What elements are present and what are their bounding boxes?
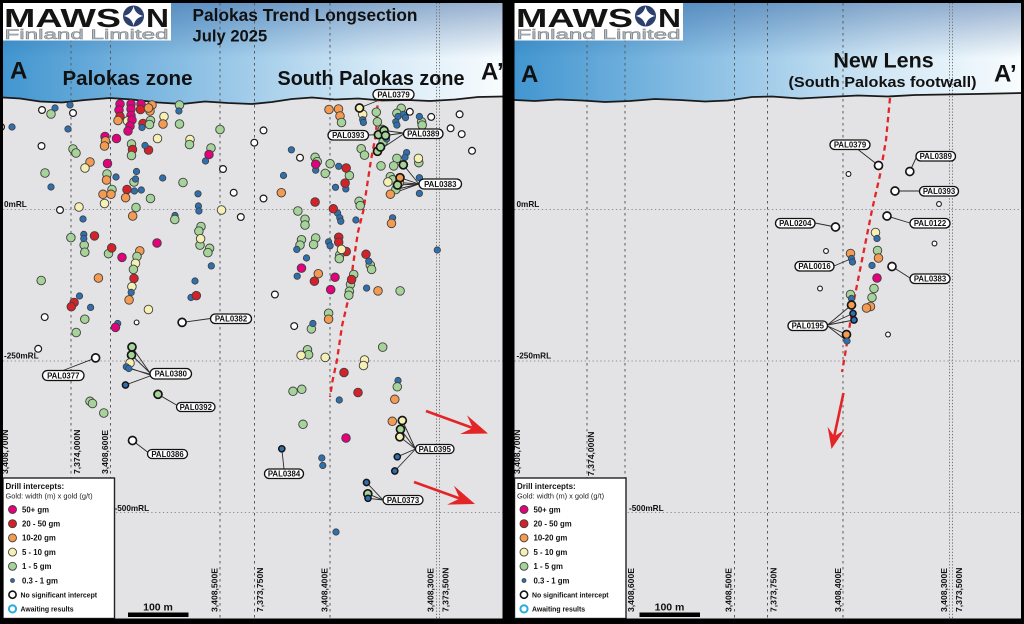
svg-text:3,408,300E: 3,408,300E xyxy=(426,568,436,612)
svg-text:0mRL: 0mRL xyxy=(517,200,540,209)
svg-text:5 - 10 gm: 5 - 10 gm xyxy=(534,548,568,557)
svg-text:50+ gm: 50+ gm xyxy=(534,505,561,514)
svg-text:PAL0016: PAL0016 xyxy=(798,262,831,271)
svg-text:MAWS: MAWS xyxy=(516,3,633,33)
svg-text:A: A xyxy=(521,61,538,88)
svg-text:No significant intercept: No significant intercept xyxy=(532,592,609,599)
svg-text:N: N xyxy=(658,3,681,33)
svg-text:7,374,000N: 7,374,000N xyxy=(72,430,82,474)
svg-text:100 m: 100 m xyxy=(655,602,685,614)
svg-text:1 - 5 gm: 1 - 5 gm xyxy=(534,562,564,571)
svg-text:7,373,750N: 7,373,750N xyxy=(769,568,779,612)
svg-text:-250mRL: -250mRL xyxy=(517,352,552,361)
svg-text:PAL0383: PAL0383 xyxy=(914,275,947,284)
svg-text:A’: A’ xyxy=(994,61,1017,88)
svg-text:20 - 50 gm: 20 - 50 gm xyxy=(534,520,572,529)
svg-text:1 - 5 gm: 1 - 5 gm xyxy=(22,562,52,571)
svg-text:PAL0393: PAL0393 xyxy=(923,187,956,196)
svg-text:PAL0389: PAL0389 xyxy=(920,152,953,161)
svg-text:Drill intercepts:: Drill intercepts: xyxy=(6,482,65,491)
svg-text:3,408,700N: 3,408,700N xyxy=(512,430,522,474)
svg-text:10-20 gm: 10-20 gm xyxy=(534,534,568,543)
svg-text:July 2025: July 2025 xyxy=(193,27,268,46)
svg-text:50+ gm: 50+ gm xyxy=(22,505,49,514)
svg-text:PAL0379: PAL0379 xyxy=(834,141,867,150)
svg-text:PAL0395: PAL0395 xyxy=(419,445,452,454)
svg-text:Palokas zone: Palokas zone xyxy=(63,68,193,90)
svg-text:PAL0204: PAL0204 xyxy=(779,219,812,228)
svg-text:3,408,400E: 3,408,400E xyxy=(320,568,330,612)
svg-text:PAL0386: PAL0386 xyxy=(151,450,184,459)
svg-text:Gold: width (m) x gold (g/t): Gold: width (m) x gold (g/t) xyxy=(517,492,604,501)
svg-text:-250mRL: -250mRL xyxy=(4,352,39,361)
svg-text:PAL0392: PAL0392 xyxy=(180,403,213,412)
svg-text:3,408,500E: 3,408,500E xyxy=(210,568,220,612)
svg-text:PAL0383: PAL0383 xyxy=(424,180,457,189)
svg-text:PAL0379: PAL0379 xyxy=(377,90,410,99)
svg-text:Gold: width (m) x gold (g/t): Gold: width (m) x gold (g/t) xyxy=(6,492,93,501)
svg-text:PAL0373: PAL0373 xyxy=(387,496,420,505)
svg-text:South Palokas zone: South Palokas zone xyxy=(278,68,465,90)
svg-text:3,408,600E: 3,408,600E xyxy=(626,568,636,612)
svg-text:5 - 10 gm: 5 - 10 gm xyxy=(22,548,56,557)
svg-text:0.3 - 1 gm: 0.3 - 1 gm xyxy=(22,576,58,585)
svg-text:A’: A’ xyxy=(481,59,504,86)
svg-text:Finland Limited: Finland Limited xyxy=(5,27,169,42)
svg-text:7,373,750N: 7,373,750N xyxy=(255,568,265,612)
svg-text:3,408,600E: 3,408,600E xyxy=(100,430,110,474)
svg-text:Finland Limited: Finland Limited xyxy=(517,27,681,42)
svg-text:PAL0384: PAL0384 xyxy=(268,470,301,479)
svg-text:3,408,700N: 3,408,700N xyxy=(0,430,10,474)
svg-text:New Lens: New Lens xyxy=(833,49,933,73)
svg-text:7,374,000N: 7,374,000N xyxy=(586,432,596,476)
svg-text:PAL0393: PAL0393 xyxy=(332,131,365,140)
svg-text:Awaiting results: Awaiting results xyxy=(21,607,74,614)
svg-text:0mRL: 0mRL xyxy=(4,200,27,209)
svg-text:Drill intercepts:: Drill intercepts: xyxy=(517,482,576,491)
svg-text:3,408,300E: 3,408,300E xyxy=(939,568,949,612)
svg-text:N: N xyxy=(146,3,169,33)
svg-text:PAL0195: PAL0195 xyxy=(792,322,825,331)
svg-text:PAL0389: PAL0389 xyxy=(407,130,440,139)
svg-text:7,373,500N: 7,373,500N xyxy=(954,568,964,612)
svg-text:MAWS: MAWS xyxy=(4,3,121,33)
svg-text:10-20 gm: 10-20 gm xyxy=(22,534,56,543)
svg-text:7,373,500N: 7,373,500N xyxy=(441,568,451,612)
svg-text:100 m: 100 m xyxy=(143,602,173,614)
svg-text:0.3 - 1 gm: 0.3 - 1 gm xyxy=(534,576,570,585)
svg-text:A: A xyxy=(10,58,27,85)
svg-text:3,408,400E: 3,408,400E xyxy=(833,568,843,612)
svg-text:PAL0380: PAL0380 xyxy=(155,370,188,379)
svg-text:(South Palokas footwall): (South Palokas footwall) xyxy=(789,75,977,91)
svg-text:PAL0122: PAL0122 xyxy=(914,219,947,228)
svg-text:3,408,500E: 3,408,500E xyxy=(724,568,734,612)
svg-text:PAL0377: PAL0377 xyxy=(47,371,79,380)
svg-text:Awaiting results: Awaiting results xyxy=(532,607,585,614)
svg-text:PAL0382: PAL0382 xyxy=(215,315,248,324)
svg-text:-500mRL: -500mRL xyxy=(115,504,150,513)
svg-text:-500mRL: -500mRL xyxy=(629,504,664,513)
svg-text:No significant intercept: No significant intercept xyxy=(21,592,98,599)
svg-text:Palokas Trend Longsection: Palokas Trend Longsection xyxy=(193,5,418,25)
svg-text:20 - 50 gm: 20 - 50 gm xyxy=(22,520,60,529)
